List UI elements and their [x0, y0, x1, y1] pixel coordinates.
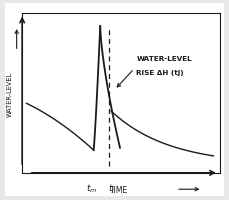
Text: TIME: TIME: [110, 185, 128, 194]
Text: WATER-LEVEL: WATER-LEVEL: [7, 72, 13, 117]
Text: $t_j$: $t_j$: [108, 182, 115, 195]
Text: RISE ΔH (tj): RISE ΔH (tj): [136, 70, 184, 76]
Text: WATER-LEVEL: WATER-LEVEL: [136, 56, 192, 62]
Text: $t_m$: $t_m$: [86, 182, 97, 194]
